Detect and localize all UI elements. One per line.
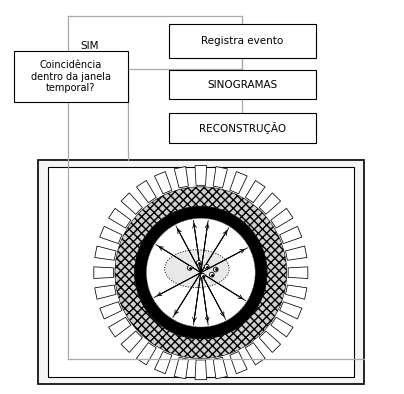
Circle shape xyxy=(200,273,205,278)
Polygon shape xyxy=(109,208,131,228)
Polygon shape xyxy=(288,267,308,279)
Circle shape xyxy=(146,218,255,327)
Polygon shape xyxy=(174,357,188,379)
Polygon shape xyxy=(195,360,206,380)
Polygon shape xyxy=(121,331,143,353)
Polygon shape xyxy=(195,165,206,185)
Polygon shape xyxy=(286,285,307,299)
Polygon shape xyxy=(137,343,156,365)
Polygon shape xyxy=(121,193,143,214)
Circle shape xyxy=(187,266,192,270)
Polygon shape xyxy=(245,180,265,203)
Circle shape xyxy=(196,260,201,265)
Polygon shape xyxy=(174,167,188,188)
Text: Registra evento: Registra evento xyxy=(201,36,284,46)
Polygon shape xyxy=(271,208,293,228)
Polygon shape xyxy=(280,302,302,319)
Ellipse shape xyxy=(164,250,229,288)
Polygon shape xyxy=(100,302,122,319)
Text: RECONSTRUÇÃO: RECONSTRUÇÃO xyxy=(199,122,286,134)
Text: SINOGRAMAS: SINOGRAMAS xyxy=(207,80,278,89)
Polygon shape xyxy=(213,167,227,188)
Bar xyxy=(38,160,364,384)
Bar xyxy=(168,24,316,58)
Polygon shape xyxy=(154,351,172,374)
Polygon shape xyxy=(259,331,281,353)
Bar xyxy=(168,70,316,99)
Polygon shape xyxy=(137,180,156,203)
Polygon shape xyxy=(95,246,116,260)
Bar xyxy=(48,167,354,377)
Bar xyxy=(168,113,316,143)
Polygon shape xyxy=(95,285,116,299)
Text: Coincidência
dentro da janela
temporal?: Coincidência dentro da janela temporal? xyxy=(31,60,111,93)
Polygon shape xyxy=(271,317,293,337)
Circle shape xyxy=(213,267,218,272)
Circle shape xyxy=(210,272,214,277)
Bar xyxy=(14,51,128,102)
Circle shape xyxy=(135,206,267,339)
Polygon shape xyxy=(286,246,307,260)
Polygon shape xyxy=(109,317,131,337)
Polygon shape xyxy=(230,171,247,194)
Polygon shape xyxy=(245,343,265,365)
Polygon shape xyxy=(213,357,227,379)
Polygon shape xyxy=(100,226,122,243)
Polygon shape xyxy=(280,226,302,243)
Polygon shape xyxy=(154,171,172,194)
Polygon shape xyxy=(259,193,281,214)
Text: SIM: SIM xyxy=(80,41,99,51)
Circle shape xyxy=(204,264,209,269)
Polygon shape xyxy=(94,267,114,279)
Circle shape xyxy=(115,187,287,359)
Polygon shape xyxy=(230,351,247,374)
